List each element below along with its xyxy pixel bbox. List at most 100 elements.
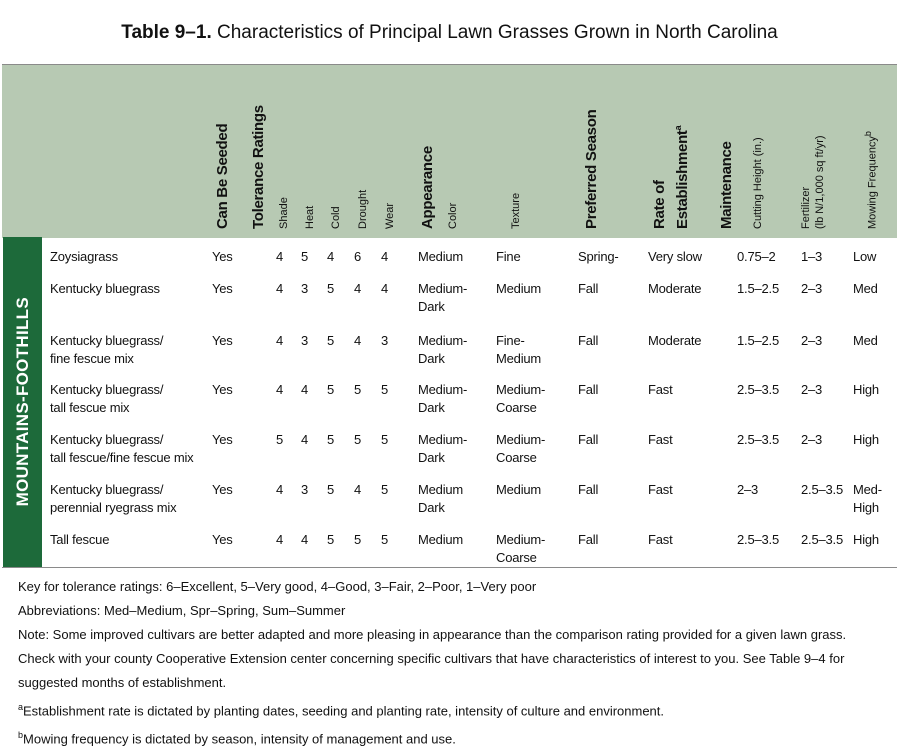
cell: Spring- bbox=[578, 249, 619, 264]
cell: 5 bbox=[381, 382, 389, 397]
grass-name: Kentucky bluegrass/ perennial ryegrass m… bbox=[50, 482, 177, 515]
cell: 1.5–2.5 bbox=[737, 281, 779, 296]
table-title: Characteristics of Principal Lawn Grasse… bbox=[217, 22, 778, 43]
cell: Medium bbox=[418, 532, 464, 547]
cell: 3 bbox=[301, 281, 309, 296]
subheader: Cutting Height (in.) bbox=[752, 137, 764, 229]
subheader: Fertilizer bbox=[800, 186, 812, 229]
cell: 4 bbox=[381, 249, 389, 264]
cell: 5 bbox=[327, 382, 335, 397]
subheader: Texture bbox=[510, 192, 522, 229]
note: Note: Some improved cultivars are better… bbox=[18, 627, 847, 690]
footnote-mark: a bbox=[18, 702, 24, 712]
cell: 3 bbox=[381, 333, 389, 348]
header-band bbox=[2, 64, 897, 238]
cell: Yes bbox=[212, 532, 233, 547]
cell: 4 bbox=[381, 281, 389, 296]
cell: 2.5–3.5 bbox=[801, 532, 843, 547]
cell: Medium bbox=[418, 249, 464, 264]
grass-name: Tall fescue bbox=[50, 532, 110, 547]
cell: 4 bbox=[354, 333, 362, 348]
subheader: Cold bbox=[330, 206, 342, 229]
cell: Medium- Dark bbox=[418, 382, 468, 415]
header: Establishmenta bbox=[670, 126, 691, 229]
grass-name: Kentucky bluegrass/ fine fescue mix bbox=[50, 333, 164, 366]
cell: 4 bbox=[354, 281, 362, 296]
footnote: aEstablishment rate is dictated by plant… bbox=[18, 695, 886, 723]
cell: Low bbox=[853, 249, 877, 264]
footnote-text: Mowing frequency is dictated by season, … bbox=[23, 731, 456, 747]
footnote-mark: b bbox=[863, 131, 873, 137]
header: Maintenance bbox=[718, 141, 735, 229]
cell: Fall bbox=[578, 382, 599, 397]
cell: 2–3 bbox=[801, 333, 823, 348]
header-line: Establishment bbox=[674, 130, 691, 229]
cell: 4 bbox=[354, 482, 362, 497]
cell: Fast bbox=[648, 532, 673, 547]
table-label: Table 9–1. bbox=[121, 22, 212, 43]
cell: 4 bbox=[276, 482, 284, 497]
cell: Med- High bbox=[853, 482, 882, 515]
subheader: Mowing Frequencyb bbox=[862, 131, 880, 229]
cell: Med bbox=[853, 281, 878, 296]
subheader: (lb N/1,000 sq ft/yr) bbox=[814, 135, 826, 229]
cell: Moderate bbox=[648, 281, 702, 296]
cell: Yes bbox=[212, 432, 233, 447]
cell: Fall bbox=[578, 333, 599, 348]
note: Abbreviations: Med–Medium, Spr–Spring, S… bbox=[18, 603, 346, 618]
grass-name: Zoysiagrass bbox=[50, 249, 118, 264]
cell: Medium- Coarse bbox=[496, 532, 546, 565]
footnote: bMowing frequency is dictated by season,… bbox=[18, 723, 886, 751]
cell: 6 bbox=[354, 249, 362, 264]
cell: Medium- Dark bbox=[418, 333, 468, 366]
cell: 5 bbox=[381, 532, 389, 547]
cell: Fall bbox=[578, 482, 599, 497]
notes: Key for tolerance ratings: 6–Excellent, … bbox=[18, 575, 886, 752]
cell: 5 bbox=[354, 432, 362, 447]
cell: Fast bbox=[648, 432, 673, 447]
header: Appearance bbox=[419, 146, 436, 229]
cell: 5 bbox=[327, 482, 335, 497]
cell: Fine- Medium bbox=[496, 333, 542, 366]
subheader: Heat bbox=[304, 205, 316, 229]
cell: Medium- Coarse bbox=[496, 382, 546, 415]
cell: Medium- Dark bbox=[418, 432, 468, 465]
cell: 5 bbox=[301, 249, 309, 264]
cell: Fast bbox=[648, 382, 673, 397]
cell: 2–3 bbox=[801, 432, 823, 447]
cell: 4 bbox=[276, 249, 284, 264]
cell: Medium- Coarse bbox=[496, 432, 546, 465]
cell: 2.5–3.5 bbox=[801, 482, 843, 497]
cell: Fall bbox=[578, 281, 599, 296]
cell: 2.5–3.5 bbox=[737, 382, 779, 397]
footnote-mark: a bbox=[673, 125, 683, 131]
subheader-text: Mowing Frequency bbox=[866, 136, 879, 229]
cell: 1.5–2.5 bbox=[737, 333, 779, 348]
cell: 2.5–3.5 bbox=[737, 432, 779, 447]
cell: Medium bbox=[496, 482, 542, 497]
footnote-text: Establishment rate is dictated by planti… bbox=[23, 703, 665, 719]
cell: High bbox=[853, 432, 879, 447]
grass-name: Kentucky bluegrass/ tall fescue/fine fes… bbox=[50, 432, 194, 465]
cell: 5 bbox=[327, 532, 335, 547]
cell: 5 bbox=[327, 281, 335, 296]
cell: Yes bbox=[212, 333, 233, 348]
cell: 4 bbox=[301, 532, 309, 547]
cell: Fine bbox=[496, 249, 521, 264]
note: Key for tolerance ratings: 6–Excellent, … bbox=[18, 579, 537, 594]
cell: Fast bbox=[648, 482, 673, 497]
cell: 5 bbox=[327, 432, 335, 447]
cell: Yes bbox=[212, 249, 233, 264]
cell: 1–3 bbox=[801, 249, 823, 264]
cell: Med bbox=[853, 333, 878, 348]
cell: 0.75–2 bbox=[737, 249, 776, 264]
header: Rate of bbox=[651, 180, 668, 229]
cell: 5 bbox=[354, 532, 362, 547]
subheader: Color bbox=[447, 202, 459, 229]
cell: Moderate bbox=[648, 333, 702, 348]
cell: 4 bbox=[301, 382, 309, 397]
cell: 3 bbox=[301, 482, 309, 497]
cell: 2.5–3.5 bbox=[737, 532, 779, 547]
cell: 4 bbox=[276, 532, 284, 547]
